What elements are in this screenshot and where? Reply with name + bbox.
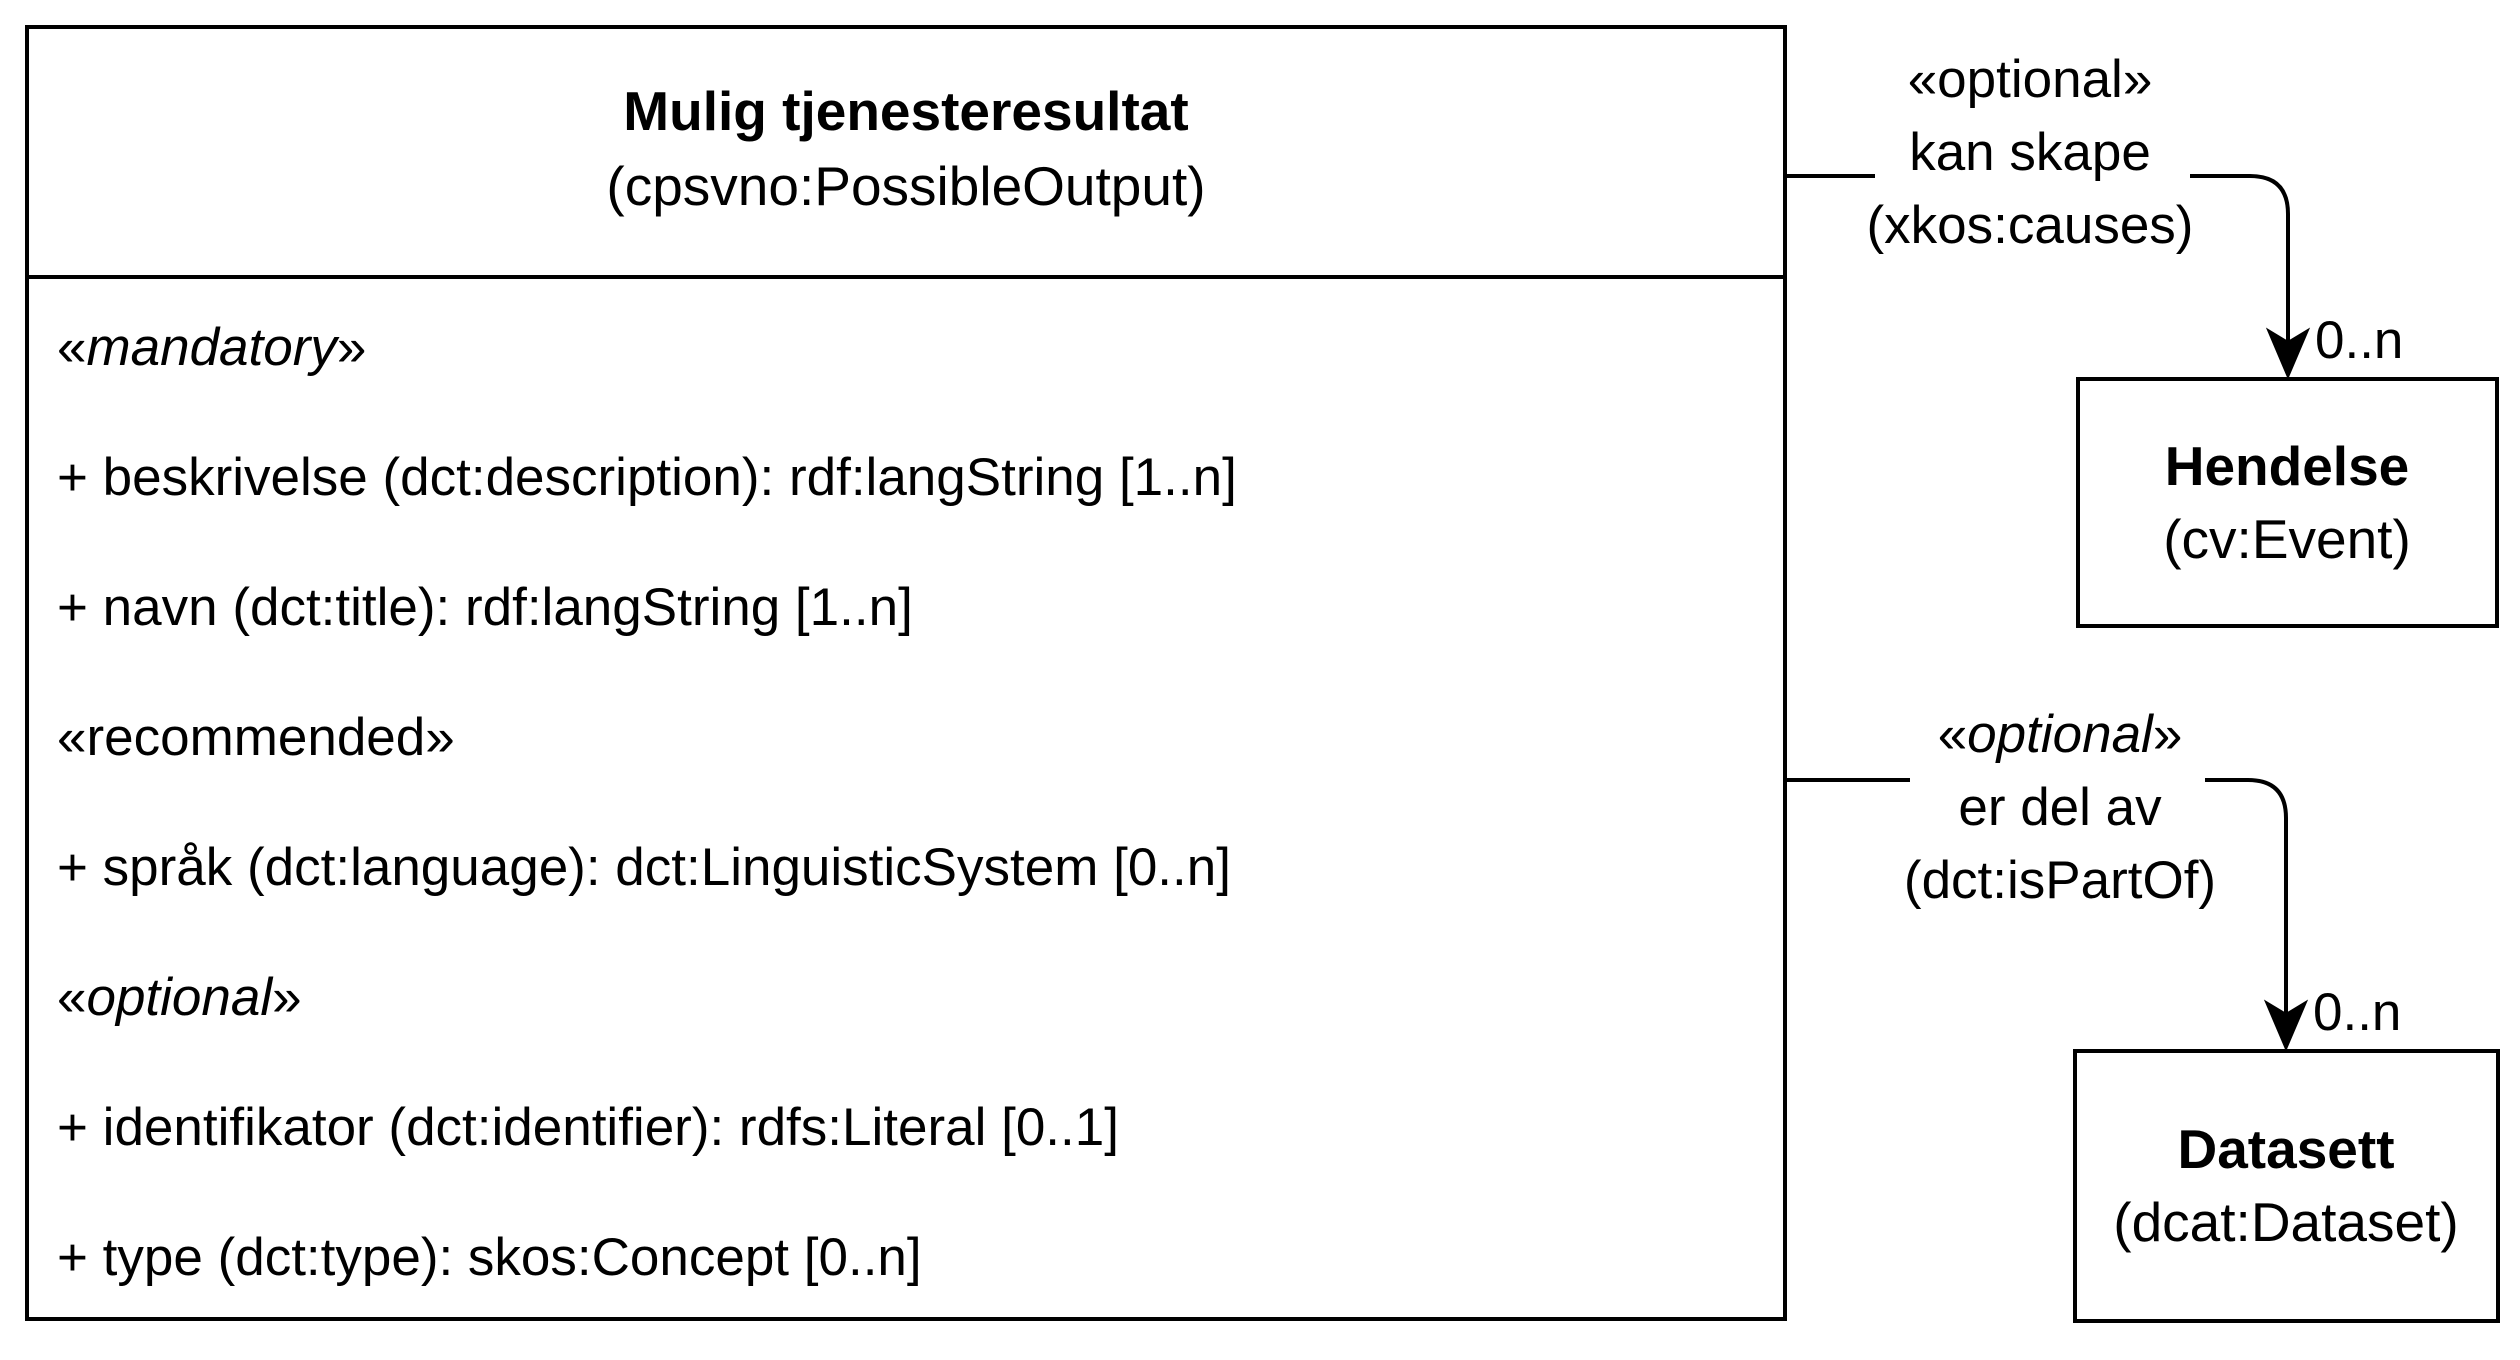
stereotype-open: « (1938, 705, 1967, 764)
stereotype-open: « (57, 318, 86, 377)
relation-is-part-of-line-right (2205, 778, 2288, 1020)
relation-is-part-of-uri: (dct:isPartOf) (1904, 851, 2216, 910)
relation-is-part-of-name: er del av (1958, 778, 2162, 837)
relation-causes-multiplicity: 0..n (2315, 311, 2403, 370)
relation-causes-uri: (xkos:causes) (1867, 196, 2194, 255)
class-hendelse[interactable]: Hendelse (cv:Event) (2076, 377, 2499, 628)
class-hendelse-name: Hendelse (2165, 435, 2410, 497)
stereotype-optional: «optional» (57, 968, 302, 1027)
stereotype-mandatory-word: mandatory (86, 318, 340, 377)
attribute-identifikator: + identifikator (dct:identifier): rdfs:L… (57, 1098, 1119, 1157)
class-datasett-name: Datasett (2177, 1118, 2394, 1180)
relation-is-part-of-multiplicity: 0..n (2313, 983, 2401, 1042)
stereotype-open: « (57, 968, 86, 1027)
class-datasett-uri: (dcat:Dataset) (2113, 1191, 2458, 1253)
attribute-beskrivelse: + beskrivelse (dct:description): rdf:lan… (57, 448, 1237, 507)
stereotype-close: » (2153, 705, 2182, 764)
relation-causes-stereotype: «optional» (1908, 50, 2153, 109)
stereotype-mandatory: «mandatory» (57, 318, 366, 377)
arrowhead-icon (2263, 999, 2309, 1052)
class-uri: (cpsvno:PossibleOutput) (606, 155, 1205, 217)
stereotype-close: » (272, 968, 301, 1027)
class-possible-output[interactable]: Mulig tjenesteresultat (cpsvno:PossibleO… (25, 25, 1787, 1321)
relation-causes-line-right (2190, 174, 2290, 348)
class-name: Mulig tjenesteresultat (623, 80, 1188, 142)
relation-is-part-of-stereotype: «optional» (1938, 705, 2183, 764)
class-datasett-box (2073, 1049, 2500, 1323)
relation-causes-name: kan skape (1909, 123, 2151, 182)
stereotype-optional-word: optional (1967, 705, 2154, 764)
attribute-sprak: + språk (dct:language): dct:LinguisticSy… (57, 838, 1231, 897)
class-datasett[interactable]: Datasett (dcat:Dataset) (2073, 1049, 2500, 1323)
stereotype-recommended: «recommended» (57, 708, 455, 767)
stereotype-close: » (337, 318, 366, 377)
class-box (25, 25, 1787, 1321)
relation-causes[interactable]: «optional» kan skape (xkos:causes) 0..n (1785, 50, 2403, 380)
stereotype-optional-word: optional (86, 968, 273, 1027)
arrowhead-icon (2265, 327, 2311, 380)
class-hendelse-box (2076, 377, 2499, 628)
attribute-navn: + navn (dct:title): rdf:langString [1..n… (57, 578, 913, 637)
attribute-type: + type (dct:type): skos:Concept [0..n] (57, 1228, 922, 1287)
relation-is-part-of[interactable]: «optional» er del av (dct:isPartOf) 0..n (1785, 705, 2401, 1052)
class-hendelse-uri: (cv:Event) (2163, 508, 2411, 570)
